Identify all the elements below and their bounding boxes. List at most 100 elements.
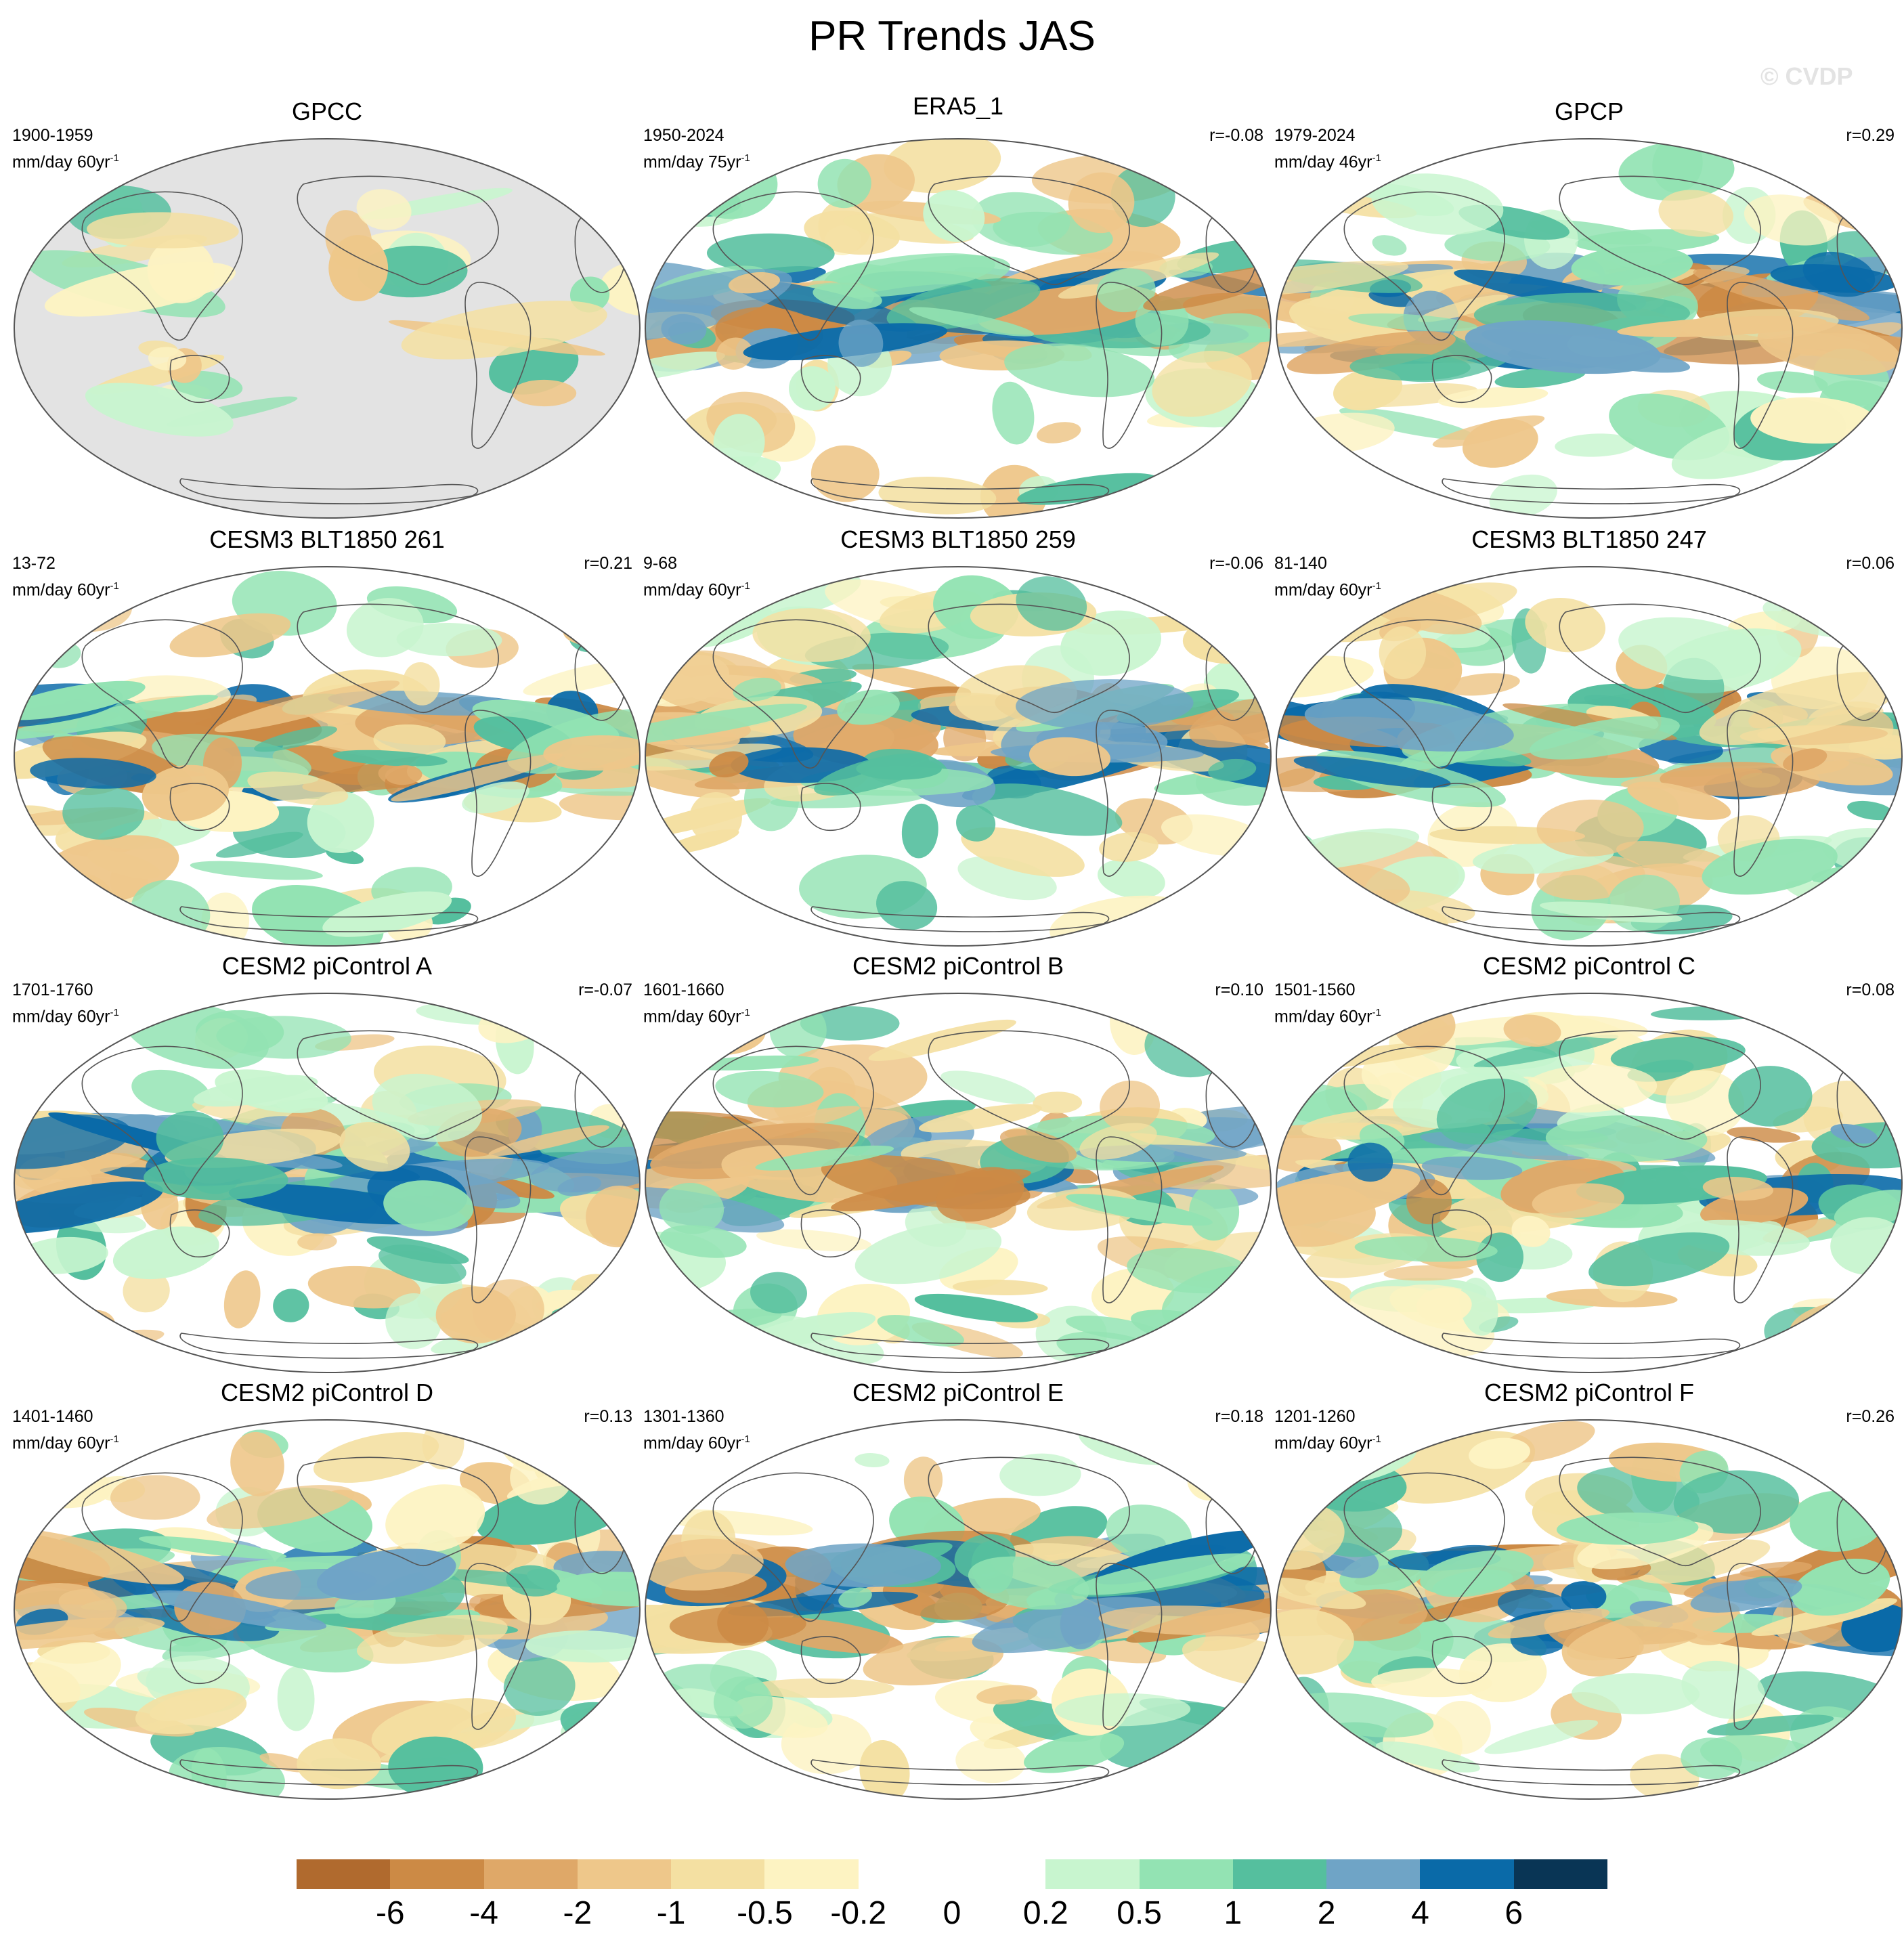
trend-blob xyxy=(1757,371,1828,393)
trend-blob xyxy=(252,885,384,946)
trend-blob xyxy=(1693,269,1870,322)
panel-correlation: r=-0.06 xyxy=(1209,554,1263,573)
trend-blob xyxy=(706,233,835,274)
coastline xyxy=(464,282,532,449)
trend-blob xyxy=(24,1642,121,1703)
trend-blob xyxy=(1618,617,1762,680)
panel-period: 1701-1760 xyxy=(12,980,93,999)
map-outline xyxy=(645,1419,1272,1800)
trend-blob xyxy=(254,726,337,752)
trend-blob xyxy=(1383,1265,1474,1281)
trend-blob xyxy=(87,212,239,248)
trend-blob xyxy=(559,791,640,821)
world-map xyxy=(645,1419,1272,1800)
trend-blob xyxy=(401,301,607,360)
coastline xyxy=(169,1209,230,1258)
coastline xyxy=(712,1472,874,1622)
trend-blob xyxy=(1284,139,1380,183)
trend-blob xyxy=(789,366,836,411)
trend-blob xyxy=(1406,1179,1452,1225)
map-panel: CESM2 piControl A 1701-1760 mm/day 60yr-… xyxy=(12,952,642,1379)
trend-blob xyxy=(190,861,323,880)
trend-blob xyxy=(322,891,452,937)
trend-blob xyxy=(1016,679,1194,730)
trend-blob xyxy=(1459,1277,1498,1336)
coastline xyxy=(1727,710,1794,877)
world-map xyxy=(14,1419,641,1800)
coastline xyxy=(712,1045,874,1196)
trend-blob xyxy=(14,1617,165,1650)
trend-blob xyxy=(733,677,781,701)
trend-blob xyxy=(1173,1014,1259,1035)
trend-blob xyxy=(385,1484,485,1553)
panel-units: mm/day 60yr-1 xyxy=(643,1007,750,1026)
trend-blob xyxy=(1727,1127,1800,1143)
trend-blob xyxy=(936,1167,1024,1222)
map-panel: CESM3 BLT1850 259 9-68 mm/day 60yr-1 r=-… xyxy=(643,525,1273,952)
trend-blob xyxy=(1354,1236,1498,1262)
coastline xyxy=(1343,619,1505,769)
trend-blob xyxy=(277,1666,315,1731)
trend-blob xyxy=(813,284,882,309)
panel-correlation: r=0.13 xyxy=(584,1407,632,1426)
trend-blob xyxy=(1347,1142,1393,1182)
trend-blob xyxy=(1802,251,1876,297)
colorbar-tick-label: 0 xyxy=(943,1895,961,1931)
panel-units: mm/day 60yr-1 xyxy=(12,1433,119,1453)
trend-blob xyxy=(752,608,871,662)
trend-blob xyxy=(956,805,996,842)
trend-blob xyxy=(1017,473,1158,505)
trend-blob xyxy=(1219,478,1266,498)
trend-blob xyxy=(1630,1754,1700,1799)
trend-blob xyxy=(339,1122,410,1172)
trend-blob xyxy=(1673,1470,1800,1534)
trend-blob xyxy=(58,1589,127,1620)
trend-blob xyxy=(1856,1720,1902,1753)
coastline xyxy=(297,175,499,286)
trend-blob xyxy=(328,235,389,301)
colorbar-tick-label: 4 xyxy=(1411,1895,1429,1931)
trend-blob xyxy=(1099,831,1159,862)
trend-blob xyxy=(1545,1115,1708,1162)
world-map xyxy=(1276,1419,1903,1800)
coastline xyxy=(169,783,230,831)
map-panel: GPCP 1979-2024 mm/day 46yr-1 r=0.29 xyxy=(1274,98,1904,524)
coastline xyxy=(81,1472,243,1622)
panel-units: mm/day 60yr-1 xyxy=(643,1433,750,1453)
figure-title: PR Trends JAS xyxy=(808,13,1096,60)
colorbar: -6 -4 -2 -1 -0.5 -0.2 0 0.2 0.5 1 2 4 6 xyxy=(297,1859,1608,1931)
trend-blob xyxy=(1184,567,1256,612)
trend-blob xyxy=(193,1075,318,1107)
trend-blob xyxy=(1055,1693,1191,1727)
colorbar-tick-label: 0.5 xyxy=(1117,1895,1162,1931)
trend-blob xyxy=(156,1110,224,1165)
colorbar-box xyxy=(483,1859,578,1889)
trend-blob xyxy=(1096,268,1156,313)
panel-title: GPCP xyxy=(1554,98,1624,125)
trend-blob xyxy=(1420,1550,1534,1595)
trend-blob xyxy=(1418,295,1509,322)
panel-units: mm/day 60yr-1 xyxy=(1274,580,1381,600)
trend-blob xyxy=(1276,768,1316,787)
trend-blob xyxy=(645,1538,764,1591)
trend-blob xyxy=(1079,1123,1157,1160)
trend-blob xyxy=(810,445,880,502)
trend-blob xyxy=(1293,756,1451,788)
colorbar-box xyxy=(1326,1859,1421,1889)
panel-title: ERA5_1 xyxy=(912,92,1004,120)
trend-blob xyxy=(1750,397,1877,444)
trend-blob xyxy=(144,1157,288,1201)
trend-blob xyxy=(148,347,187,371)
trend-blob xyxy=(728,272,780,294)
trend-blob xyxy=(14,1114,131,1169)
panel-correlation: r=0.10 xyxy=(1215,980,1263,999)
trend-blob xyxy=(1276,1427,1362,1488)
trend-blob xyxy=(462,781,529,814)
map-panel: ERA5_1 1950-2024 mm/day 75yr-1 r=-0.08 xyxy=(643,92,1273,524)
trend-blob xyxy=(506,1565,561,1597)
panel-title: CESM2 piControl E xyxy=(852,1379,1064,1406)
trend-blob xyxy=(976,1685,1038,1705)
trend-blob xyxy=(1575,229,1720,253)
panel-info: 9-68 mm/day 60yr-1 xyxy=(643,553,750,601)
trend-blob xyxy=(273,1289,309,1322)
